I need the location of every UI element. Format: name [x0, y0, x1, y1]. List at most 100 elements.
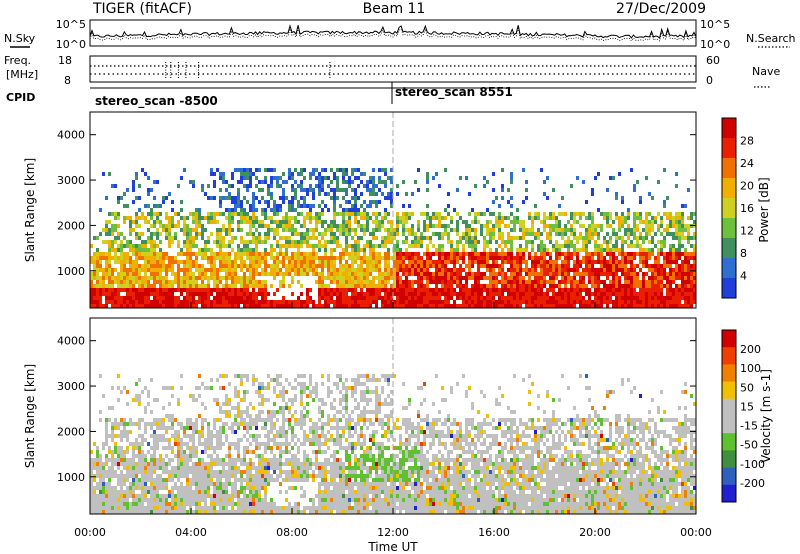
velocity-cell — [198, 502, 201, 506]
power-cell — [144, 260, 147, 264]
power-cell — [573, 284, 576, 288]
velocity-cell — [126, 486, 129, 490]
power-cell — [117, 276, 120, 280]
power-cell — [546, 292, 549, 296]
power-cell — [240, 292, 243, 296]
power-cell — [219, 188, 222, 192]
power-cell — [630, 168, 633, 172]
velocity-cell — [204, 446, 207, 450]
power-cell — [168, 268, 171, 272]
power-cell — [150, 304, 153, 308]
velocity-cell — [177, 454, 180, 458]
power-cell — [399, 264, 402, 268]
power-cell — [309, 264, 312, 268]
power-cell — [114, 304, 117, 308]
power-cell — [327, 260, 330, 264]
power-cell — [516, 284, 519, 288]
power-cell — [243, 252, 246, 256]
power-cell — [264, 224, 267, 228]
power-cell — [309, 244, 312, 248]
power-cell — [624, 216, 627, 220]
velocity-cell — [177, 470, 180, 474]
power-cell — [231, 176, 234, 180]
power-cell — [201, 264, 204, 268]
velocity-cell — [153, 490, 156, 494]
power-cell — [135, 272, 138, 276]
power-cell — [159, 240, 162, 244]
power-cell — [612, 280, 615, 284]
power-cell — [147, 252, 150, 256]
power-cell — [108, 240, 111, 244]
power-cell — [435, 260, 438, 264]
power-cell — [213, 296, 216, 300]
power-cell — [393, 232, 396, 236]
power-cell — [270, 208, 273, 212]
power-cell — [345, 172, 348, 176]
power-cell — [435, 280, 438, 284]
power-cell — [345, 252, 348, 256]
velocity-cell — [168, 386, 171, 390]
velocity-cell — [177, 458, 180, 462]
velocity-cell — [186, 422, 189, 426]
power-cell — [462, 284, 465, 288]
power-cell — [381, 244, 384, 248]
power-cell — [420, 276, 423, 280]
power-cell — [276, 224, 279, 228]
velocity-cell — [114, 422, 117, 426]
velocity-cell — [144, 486, 147, 490]
power-cell — [522, 292, 525, 296]
power-cell — [483, 248, 486, 252]
power-cell — [105, 268, 108, 272]
power-cell — [570, 212, 573, 216]
power-cell — [243, 240, 246, 244]
power-cell — [534, 300, 537, 304]
velocity-cell — [198, 470, 201, 474]
power-cell — [546, 288, 549, 292]
power-cell — [360, 296, 363, 300]
power-cell — [657, 256, 660, 260]
velocity-cell — [123, 478, 126, 482]
power-cell — [213, 272, 216, 276]
power-cell — [300, 256, 303, 260]
power-cell — [144, 264, 147, 268]
power-cell — [333, 196, 336, 200]
power-cell — [105, 276, 108, 280]
power-cell — [540, 240, 543, 244]
power-cell — [105, 264, 108, 268]
power-cell — [336, 196, 339, 200]
power-cell — [678, 244, 681, 248]
power-cell — [531, 244, 534, 248]
power-cell — [432, 280, 435, 284]
power-cell — [441, 236, 444, 240]
power-cell — [357, 244, 360, 248]
velocity-cell — [93, 478, 96, 482]
power-cell — [435, 304, 438, 308]
power-cell — [312, 204, 315, 208]
power-cell — [450, 304, 453, 308]
power-cell — [573, 276, 576, 280]
power-cell — [324, 260, 327, 264]
power-cell — [288, 220, 291, 224]
power-cell — [291, 172, 294, 176]
power-cell — [303, 236, 306, 240]
power-cell — [189, 272, 192, 276]
power-cell — [342, 212, 345, 216]
velocity-cell — [132, 510, 135, 514]
power-cell — [522, 236, 525, 240]
power-cell — [237, 204, 240, 208]
power-cell — [126, 300, 129, 304]
power-cell — [297, 172, 300, 176]
power-cell — [372, 184, 375, 188]
power-cell — [141, 256, 144, 260]
velocity-cell — [189, 490, 192, 494]
power-cell — [144, 296, 147, 300]
velocity-cell — [138, 462, 141, 466]
power-cell — [273, 268, 276, 272]
power-cell — [243, 172, 246, 176]
power-cell — [621, 196, 624, 200]
power-cell — [453, 288, 456, 292]
power-cell — [678, 272, 681, 276]
power-cell — [186, 256, 189, 260]
power-cell — [138, 268, 141, 272]
power-cell — [498, 204, 501, 208]
